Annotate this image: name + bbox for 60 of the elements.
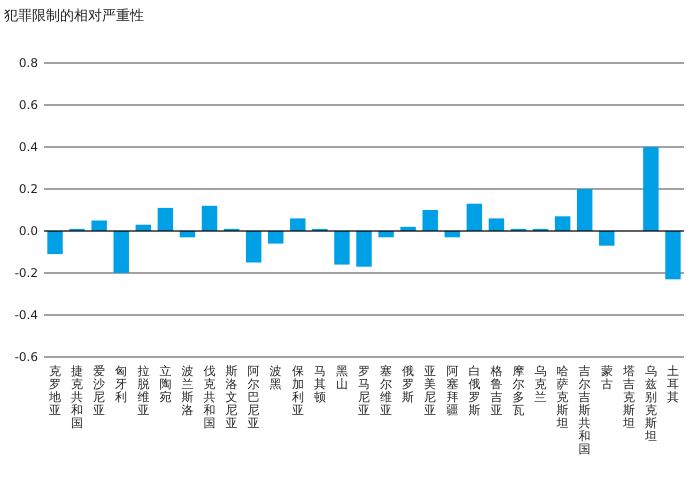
bar: [136, 224, 152, 231]
bar: [47, 231, 63, 254]
x-tick-label: 阿塞拜疆: [446, 364, 458, 417]
y-tick-label: 0.0: [18, 224, 38, 238]
x-tick-label: 克罗地亚: [48, 364, 62, 417]
x-tick-label: 哈萨克斯坦: [556, 364, 569, 430]
bar: [378, 231, 394, 238]
x-tick-label: 阿尔巴尼亚: [248, 364, 260, 430]
bar: [466, 204, 482, 231]
x-tick-label: 斯洛文尼亚: [226, 364, 238, 430]
bar: [665, 231, 681, 280]
x-tick-label: 俄罗斯: [402, 364, 414, 404]
bar: [91, 220, 107, 231]
bar: [268, 231, 284, 244]
bar: [488, 218, 504, 231]
bar: [158, 208, 174, 231]
y-tick-label: 0.2: [18, 182, 38, 196]
bar: [334, 231, 350, 265]
x-tick-label: 匈牙利: [115, 364, 128, 404]
bar: [202, 206, 218, 231]
bar: [246, 231, 262, 262]
x-tick-label: 土耳其: [666, 364, 679, 404]
y-tick-label: 0.4: [18, 140, 38, 154]
x-tick-label: 乌兹别克斯坦: [644, 364, 657, 443]
x-tick-label: 蒙古: [600, 364, 613, 391]
y-tick-label: -0.6: [14, 350, 38, 364]
bar: [599, 231, 614, 246]
x-tick-label: 立陶宛: [159, 364, 172, 404]
x-tick-label: 黑山: [336, 364, 348, 391]
y-tick-label: -0.2: [14, 266, 38, 280]
y-tick-label: -0.4: [14, 308, 38, 322]
bar: [643, 147, 659, 231]
bar: [554, 216, 570, 231]
x-tick-label: 白俄罗斯: [468, 364, 480, 417]
bar: [356, 231, 372, 267]
x-tick-label: 捷克共和国: [71, 364, 84, 430]
x-tick-label: 拉脱维亚: [137, 364, 150, 417]
x-tick-label: 马其顿: [314, 364, 326, 404]
x-tick-label: 乌克兰: [534, 364, 547, 404]
x-tick-label: 罗马尼亚: [358, 364, 370, 417]
x-tick-label: 波黑: [270, 364, 282, 391]
y-tick-label: 0.6: [18, 98, 38, 112]
bar: [444, 231, 460, 238]
x-tick-label: 格鲁吉亚: [489, 364, 502, 417]
bar: [290, 218, 306, 231]
x-tick-label: 吉尔吉斯共和国: [578, 364, 591, 456]
x-tick-label: 波兰斯洛: [181, 364, 194, 417]
bar: [422, 210, 438, 231]
x-tick-label: 摩尔多瓦: [512, 364, 524, 417]
bar: [114, 231, 129, 273]
x-tick-label: 伐克共和国: [204, 364, 216, 430]
y-tick-label: 0.8: [18, 56, 38, 70]
x-tick-label: 爱沙尼亚: [93, 364, 106, 417]
x-tick-label: 塔吉克斯坦: [622, 364, 635, 430]
chart-title: 犯罪限制的相对严重性: [4, 8, 144, 24]
bar: [180, 231, 196, 238]
x-tick-label: 塞尔维亚: [380, 364, 392, 417]
x-tick-label: 亚美尼亚: [424, 364, 436, 417]
bar: [576, 189, 592, 231]
x-tick-label: 保加利亚: [292, 364, 304, 417]
